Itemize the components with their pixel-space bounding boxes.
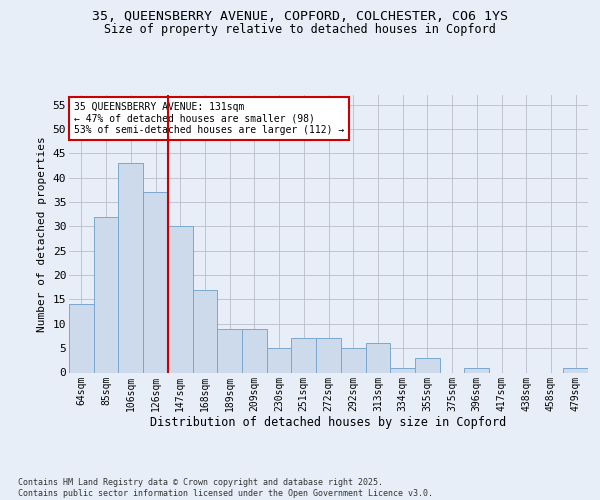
- Bar: [217, 328, 242, 372]
- Bar: [464, 368, 489, 372]
- Bar: [118, 163, 143, 372]
- Bar: [365, 344, 390, 372]
- Bar: [168, 226, 193, 372]
- Text: 35, QUEENSBERRY AVENUE, COPFORD, COLCHESTER, CO6 1YS: 35, QUEENSBERRY AVENUE, COPFORD, COLCHES…: [92, 10, 508, 23]
- Bar: [193, 290, 217, 372]
- Bar: [390, 368, 415, 372]
- Bar: [415, 358, 440, 372]
- Bar: [563, 368, 588, 372]
- Text: Size of property relative to detached houses in Copford: Size of property relative to detached ho…: [104, 22, 496, 36]
- Bar: [69, 304, 94, 372]
- Text: 35 QUEENSBERRY AVENUE: 131sqm
← 47% of detached houses are smaller (98)
53% of s: 35 QUEENSBERRY AVENUE: 131sqm ← 47% of d…: [74, 102, 344, 135]
- Bar: [94, 216, 118, 372]
- Bar: [316, 338, 341, 372]
- X-axis label: Distribution of detached houses by size in Copford: Distribution of detached houses by size …: [151, 416, 506, 429]
- Bar: [292, 338, 316, 372]
- Bar: [267, 348, 292, 372]
- Bar: [242, 328, 267, 372]
- Text: Contains HM Land Registry data © Crown copyright and database right 2025.
Contai: Contains HM Land Registry data © Crown c…: [18, 478, 433, 498]
- Bar: [341, 348, 365, 372]
- Bar: [143, 192, 168, 372]
- Y-axis label: Number of detached properties: Number of detached properties: [37, 136, 47, 332]
